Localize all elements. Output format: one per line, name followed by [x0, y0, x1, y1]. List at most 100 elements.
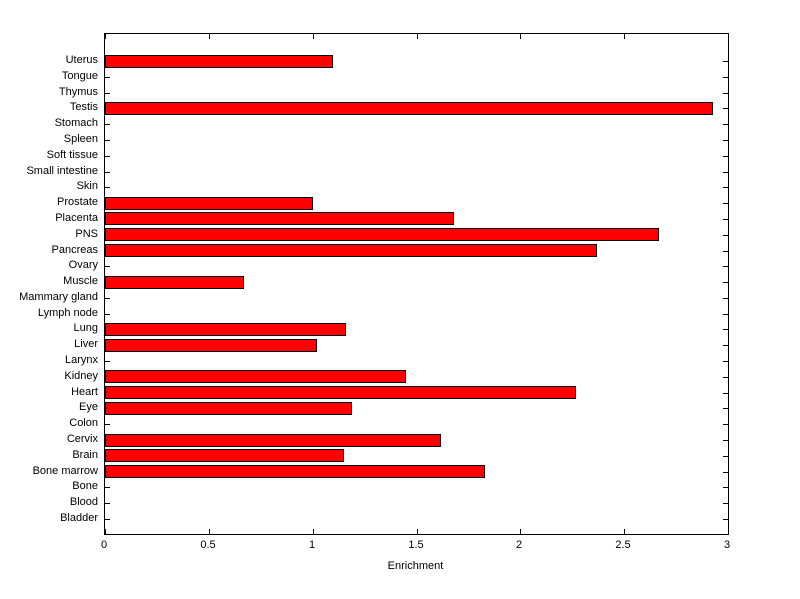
- y-tick-bladder: [105, 519, 110, 520]
- y-tick-right-heart: [723, 393, 728, 394]
- y-tick-label-muscle: Muscle: [63, 275, 98, 287]
- y-tick-right-larynx: [723, 361, 728, 362]
- bar-testis: [105, 102, 713, 115]
- y-tick-right-ovary: [723, 266, 728, 267]
- y-tick-label-cervix: Cervix: [66, 433, 98, 445]
- y-tick-label-bladder: Bladder: [60, 512, 98, 524]
- y-tick-right-thymus: [723, 93, 728, 94]
- y-tick-label-testis: Testis: [69, 101, 98, 113]
- y-tick-label-tongue: Tongue: [61, 70, 98, 82]
- y-tick-right-prostate: [723, 203, 728, 204]
- x-tick-top-1: [313, 34, 314, 39]
- x-tick-0.5: [209, 529, 210, 534]
- y-tick-label-lymph-node: Lymph node: [37, 307, 98, 319]
- y-tick-right-lymph-node: [723, 314, 728, 315]
- y-tick-right-small-intestine: [723, 172, 728, 173]
- y-tick-thymus: [105, 93, 110, 94]
- bar-pns: [105, 228, 659, 241]
- y-tick-skin: [105, 187, 110, 188]
- x-tick-top-3: [728, 34, 729, 39]
- y-tick-stomach: [105, 124, 110, 125]
- y-tick-right-testis: [723, 108, 728, 109]
- y-tick-small-intestine: [105, 172, 110, 173]
- y-tick-right-soft-tissue: [723, 156, 728, 157]
- bar-eye: [105, 402, 352, 415]
- x-tick-2.5: [624, 529, 625, 534]
- bar-uterus: [105, 55, 333, 68]
- x-tick-1: [313, 529, 314, 534]
- y-tick-label-kidney: Kidney: [64, 370, 98, 382]
- bar-pancreas: [105, 244, 597, 257]
- y-tick-right-stomach: [723, 124, 728, 125]
- y-tick-right-skin: [723, 187, 728, 188]
- x-tick-label-3: 3: [723, 539, 731, 551]
- y-tick-right-kidney: [723, 377, 728, 378]
- y-tick-label-eye: Eye: [79, 401, 98, 413]
- x-tick-label-0.5: 0.5: [200, 539, 216, 551]
- y-tick-label-blood: Blood: [69, 496, 98, 508]
- bar-prostate: [105, 197, 313, 210]
- plot-area: [104, 33, 729, 535]
- x-tick-top-0.5: [209, 34, 210, 39]
- x-tick-label-0: 0: [100, 539, 108, 551]
- y-tick-label-mammary-gland: Mammary gland: [19, 291, 98, 303]
- y-tick-right-cervix: [723, 440, 728, 441]
- y-tick-right-blood: [723, 503, 728, 504]
- y-tick-right-brain: [723, 456, 728, 457]
- x-axis-title: Enrichment: [387, 560, 444, 572]
- y-tick-label-brain: Brain: [72, 449, 98, 461]
- y-tick-right-pns: [723, 235, 728, 236]
- x-tick-top-1.5: [417, 34, 418, 39]
- bar-bone-marrow: [105, 465, 485, 478]
- y-tick-colon: [105, 424, 110, 425]
- bar-lung: [105, 323, 346, 336]
- x-tick-label-2.5: 2.5: [615, 539, 631, 551]
- y-tick-right-tongue: [723, 77, 728, 78]
- x-tick-label-2: 2: [515, 539, 523, 551]
- x-tick-label-1.5: 1.5: [408, 539, 424, 551]
- y-tick-right-mammary-gland: [723, 298, 728, 299]
- y-tick-bone: [105, 487, 110, 488]
- y-tick-label-pns: PNS: [75, 228, 98, 240]
- y-tick-right-bone: [723, 487, 728, 488]
- bar-liver: [105, 339, 317, 352]
- y-tick-blood: [105, 503, 110, 504]
- y-tick-label-prostate: Prostate: [57, 196, 98, 208]
- y-tick-right-eye: [723, 408, 728, 409]
- x-tick-0: [105, 529, 106, 534]
- bar-muscle: [105, 276, 244, 289]
- bar-brain: [105, 449, 344, 462]
- y-tick-label-soft-tissue: Soft tissue: [46, 149, 98, 161]
- y-tick-right-spleen: [723, 140, 728, 141]
- x-tick-top-2.5: [624, 34, 625, 39]
- x-tick-2: [520, 529, 521, 534]
- x-tick-3: [728, 529, 729, 534]
- y-tick-right-lung: [723, 329, 728, 330]
- y-tick-label-ovary: Ovary: [68, 259, 98, 271]
- bar-heart: [105, 386, 576, 399]
- y-tick-label-bone: Bone: [72, 480, 98, 492]
- y-tick-label-pancreas: Pancreas: [51, 244, 98, 256]
- x-tick-top-0: [105, 34, 106, 39]
- bar-placenta: [105, 212, 454, 225]
- y-tick-right-bone-marrow: [723, 472, 728, 473]
- y-tick-tongue: [105, 77, 110, 78]
- y-tick-label-bone-marrow: Bone marrow: [32, 465, 98, 477]
- y-tick-mammary-gland: [105, 298, 110, 299]
- y-tick-right-placenta: [723, 219, 728, 220]
- y-tick-soft-tissue: [105, 156, 110, 157]
- bar-kidney: [105, 370, 406, 383]
- bar-cervix: [105, 434, 441, 447]
- y-tick-label-larynx: Larynx: [64, 354, 98, 366]
- y-tick-right-bladder: [723, 519, 728, 520]
- y-tick-right-colon: [723, 424, 728, 425]
- y-tick-spleen: [105, 140, 110, 141]
- y-tick-ovary: [105, 266, 110, 267]
- y-tick-label-stomach: Stomach: [54, 117, 98, 129]
- y-tick-label-skin: Skin: [76, 180, 98, 192]
- y-tick-label-placenta: Placenta: [55, 212, 98, 224]
- y-tick-right-uterus: [723, 61, 728, 62]
- y-tick-label-spleen: Spleen: [63, 133, 98, 145]
- y-tick-label-small-intestine: Small intestine: [26, 165, 98, 177]
